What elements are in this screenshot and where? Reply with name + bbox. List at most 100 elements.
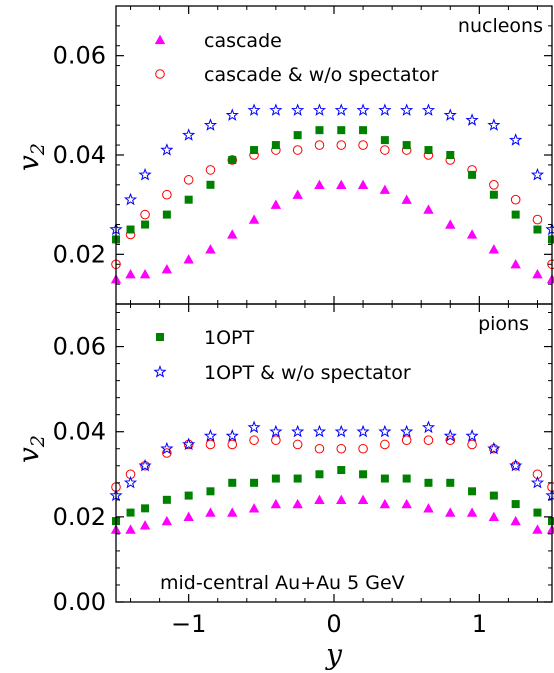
legend-label-1opt-wo-spectator: 1OPT & w/o spectator <box>204 362 411 384</box>
panel-bottom-frame <box>115 303 553 603</box>
point-cascade <box>314 179 325 189</box>
point-cascade <box>227 507 238 517</box>
point-cascade <box>248 214 260 224</box>
point-cascade <box>379 498 391 509</box>
y-tick-label: 0.06 <box>53 333 106 361</box>
point-1opt <box>533 225 542 234</box>
point-1opt-w-o-spectator <box>356 424 370 438</box>
point-cascade-w-o-spectator <box>336 443 347 454</box>
point-1opt-w-o-spectator <box>291 424 305 438</box>
point-1opt-w-o-spectator <box>247 103 261 116</box>
point-cascade <box>227 229 238 239</box>
point-cascade <box>125 269 136 279</box>
point-1opt-w-o-spectator <box>509 458 523 472</box>
panel-top: nucleons cascade cascade & w/o spectator… <box>12 5 554 305</box>
point-1opt <box>511 500 520 509</box>
legend-symbol-1opt <box>156 333 164 341</box>
legend-label-cascade-wo-spectator: cascade & w/o spectator <box>204 64 439 86</box>
point-1opt-w-o-spectator <box>487 118 501 131</box>
panel-bottom-markers <box>109 420 554 534</box>
point-1opt-w-o-spectator <box>334 424 348 438</box>
point-cascade <box>488 511 500 522</box>
legend-marker-1opt <box>156 333 164 341</box>
point-cascade-w-o-spectator <box>227 155 238 165</box>
point-cascade <box>336 179 347 189</box>
point-cascade-w-o-spectator <box>380 145 390 155</box>
point-cascade <box>336 494 347 504</box>
point-cascade-w-o-spectator <box>205 165 216 175</box>
point-1opt <box>468 170 477 179</box>
point-1opt <box>402 474 411 483</box>
point-cascade <box>423 204 434 214</box>
point-cascade <box>401 498 412 509</box>
point-1opt-w-o-spectator <box>269 424 283 438</box>
legend-label-cascade: cascade <box>204 30 282 52</box>
point-cascade-w-o-spectator <box>314 140 325 150</box>
point-1opt <box>162 210 171 219</box>
point-cascade-w-o-spectator <box>162 189 172 200</box>
point-1opt-w-o-spectator <box>203 118 218 131</box>
point-cascade-w-o-spectator <box>423 435 434 446</box>
point-1opt-w-o-spectator <box>487 441 501 455</box>
point-cascade <box>510 259 521 269</box>
point-cascade-w-o-spectator <box>292 145 303 155</box>
point-1opt <box>446 478 455 487</box>
x-tick-label: −1 <box>171 610 206 638</box>
point-1opt <box>424 478 433 487</box>
point-1opt-w-o-spectator <box>545 222 554 236</box>
point-cascade <box>139 269 151 279</box>
point-1opt-w-o-spectator <box>291 103 305 116</box>
point-1opt-w-o-spectator <box>138 458 152 472</box>
point-1opt-w-o-spectator <box>312 424 327 438</box>
point-1opt <box>250 146 259 155</box>
point-cascade <box>125 524 136 534</box>
series-1opt-w-o-spectator <box>109 103 554 236</box>
point-1opt-w-o-spectator <box>378 103 392 116</box>
x-axis-label: y <box>324 638 343 671</box>
point-cascade <box>546 524 554 534</box>
point-1opt <box>126 225 135 234</box>
series-cascade <box>110 494 554 534</box>
legend-marker-1opt-wo-spectator <box>153 365 167 378</box>
point-1opt <box>359 470 368 479</box>
point-1opt-w-o-spectator <box>443 108 457 121</box>
panel-bottom-ylabel: v2 <box>12 435 49 463</box>
series-1opt <box>112 466 554 526</box>
point-1opt <box>271 474 280 483</box>
point-1opt-w-o-spectator <box>123 192 138 206</box>
point-1opt <box>315 470 324 479</box>
series-cascade <box>110 179 554 284</box>
series-1opt-w-o-spectator <box>109 420 554 502</box>
y-tick-label: 0.02 <box>53 240 106 268</box>
point-1opt <box>141 220 150 229</box>
legend-marker-cascade <box>154 34 166 45</box>
point-1opt <box>468 487 477 496</box>
legend-symbol-cascade-w-o-spectator <box>155 69 165 79</box>
point-cascade <box>401 194 412 204</box>
point-cascade <box>532 269 543 279</box>
panel-bottom-legend: 1OPT 1OPT & w/o spectator <box>153 327 411 384</box>
point-1opt <box>511 210 520 219</box>
point-cascade <box>357 179 369 189</box>
point-cascade <box>248 503 260 513</box>
panel-bottom-xtick-labels: −1 0 1 <box>171 610 487 638</box>
point-1opt-w-o-spectator <box>123 475 138 489</box>
point-cascade-w-o-spectator <box>292 439 303 450</box>
point-1opt <box>184 195 193 204</box>
point-cascade <box>270 498 282 509</box>
point-cascade <box>270 199 282 209</box>
y-tick-label: 0.00 <box>53 588 106 616</box>
point-1opt-w-o-spectator <box>400 424 414 438</box>
point-1opt <box>293 474 302 483</box>
point-1opt-w-o-spectator <box>509 133 523 146</box>
point-cascade <box>292 498 303 509</box>
panel-top-ticks <box>116 5 552 305</box>
point-cascade-w-o-spectator <box>314 443 325 454</box>
point-cascade <box>423 503 434 513</box>
point-cascade-w-o-spectator <box>162 448 172 458</box>
point-1opt <box>228 478 237 487</box>
point-cascade-w-o-spectator <box>401 435 412 446</box>
point-1opt-w-o-spectator <box>465 113 479 126</box>
point-1opt <box>162 495 171 504</box>
legend-marker-cascade-wo-spectator <box>155 69 165 79</box>
